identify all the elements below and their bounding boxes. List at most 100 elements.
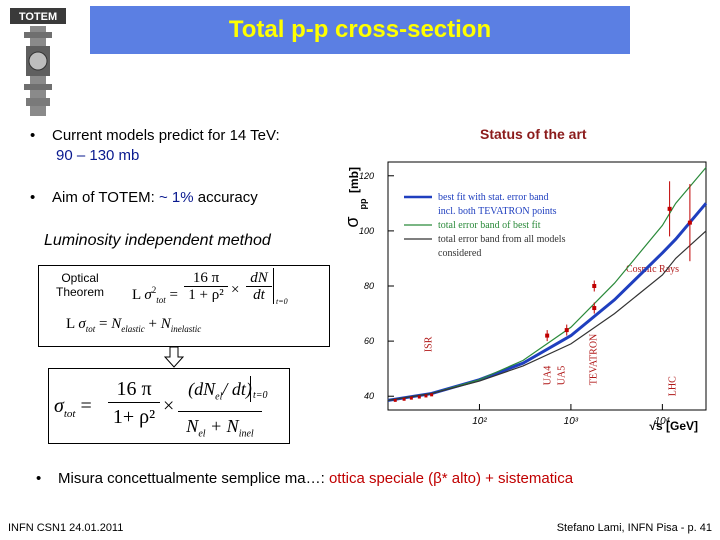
luminosity-label: Luminosity independent method	[44, 232, 271, 249]
big-formula-t0: t=0	[253, 390, 268, 401]
y-axis-unit: [mb]	[347, 167, 361, 193]
bullet-dot: •	[36, 470, 42, 487]
region-label: LHC	[668, 376, 679, 396]
formula2-N-inelastic: N	[160, 316, 171, 332]
y-tick-label: 100	[359, 226, 374, 236]
data-point	[592, 306, 597, 311]
legend-label: total error band from all models	[438, 234, 566, 245]
data-point	[564, 328, 569, 333]
legend-label: considered	[438, 248, 481, 259]
x-tick-label: 10⁴	[655, 416, 670, 427]
y-axis-label: σ	[342, 216, 362, 227]
big-formula-Nel: N	[186, 415, 199, 436]
bullet-aim: • Aim of TOTEM: ~ 1% accuracy	[30, 188, 258, 207]
series-line	[387, 230, 707, 401]
formula2-sub-tot: tot	[85, 324, 96, 334]
big-formula-dNel-sub: el	[215, 391, 223, 403]
formula-L: L	[132, 287, 141, 303]
bottom-bullet: • Misura concettualmente semplice ma…: ot…	[36, 470, 573, 487]
bottom-bullet-prefix: Misura concettualmente semplice ma…:	[58, 470, 329, 487]
formula2-sub-inelastic: inelastic	[170, 324, 202, 334]
region-label: UA4	[543, 366, 554, 385]
page-title: Total p-p cross-section	[228, 16, 492, 43]
footer-right: Stefano Lami, INFN Pisa - p. 41	[556, 522, 712, 534]
data-point	[393, 398, 397, 402]
data-point	[417, 395, 421, 399]
totem-logo-icon: TOTEM	[8, 6, 68, 122]
footer-left: INFN CSN1 24.01.2011	[8, 522, 124, 534]
plot-frame	[387, 161, 707, 411]
y-axis-label-sub: pp	[358, 198, 368, 209]
formula-times: ×	[231, 282, 240, 298]
data-point	[687, 220, 692, 225]
formula-dN: dN	[246, 270, 272, 287]
y-tick-label: 60	[364, 336, 374, 346]
formula-sigma-tot: σtot = 16 π 1+ ρ² × (dNel/ dt) Nel + Nin…	[52, 374, 288, 440]
bullet-current-models-value: 90 – 130 mb	[56, 147, 140, 164]
region-label: Cosmic Rays	[626, 264, 679, 275]
data-point	[409, 396, 413, 400]
region-label: TEVATRON	[588, 334, 599, 385]
formula-t0: t=0	[276, 297, 288, 306]
down-arrow-icon	[163, 346, 185, 373]
big-formula-sigma: σ	[54, 395, 64, 417]
formula2-sigma: σ	[78, 316, 86, 332]
big-formula-dNel: (dN	[188, 379, 216, 399]
legend-label: total error band of best fit	[438, 220, 541, 231]
formula2-sub-elastic: elastic	[121, 324, 145, 334]
data-point	[430, 393, 434, 397]
formula2-L: L	[66, 316, 75, 332]
bullet-aim-highlight: ~ 1%	[158, 189, 194, 206]
bullet-text: Current models predict for 14 TeV:	[52, 127, 280, 144]
formula2-plus: +	[148, 316, 157, 332]
data-point	[424, 394, 428, 398]
formula2-equals: =	[99, 316, 108, 332]
big-formula-Ninel-sub: inel	[238, 428, 254, 440]
big-formula-equals: =	[80, 395, 92, 417]
legend-label: best fit with stat. error band	[438, 192, 549, 203]
big-formula-sixteen-pi: 16 π	[108, 376, 160, 403]
formula-dt: dt	[253, 287, 265, 303]
bullet-dot: •	[30, 127, 36, 144]
logo-text: TOTEM	[19, 11, 57, 23]
x-tick-label: 10²	[472, 416, 487, 427]
bullet-current-models: • Current models predict for 14 TeV:	[30, 126, 280, 145]
bottom-bullet-highlight: ottica speciale (β* alto) + sistematica	[328, 470, 574, 487]
y-tick-label: 40	[364, 391, 374, 401]
legend-label: incl. both TEVATRON points	[438, 206, 557, 217]
status-label: Status of the art	[480, 126, 587, 142]
optical-theorem-line1: Optical	[61, 271, 99, 285]
y-tick-label: 120	[359, 171, 374, 181]
x-axis-label: √s [GeV]	[649, 419, 698, 433]
formula-total-rate: L σtot = Nelastic + Ninelastic	[66, 316, 201, 334]
bullet-aim-prefix: Aim of TOTEM:	[52, 189, 159, 206]
formula-one-plus-rho: 1 + ρ²	[188, 287, 224, 303]
big-formula-plus-N: + N	[210, 415, 239, 436]
data-point	[545, 333, 550, 338]
formula-sub-tot: tot	[156, 295, 166, 305]
title-banner: Total p-p cross-section	[90, 6, 630, 54]
cross-section-chart-svg: ISR UA4 UA5 TEVATRON LHC Cosmic Rays 40 60 80 10…	[342, 161, 708, 433]
big-formula-times: ×	[163, 395, 175, 417]
bullet-dot: •	[30, 189, 36, 206]
region-label: UA5	[556, 366, 567, 385]
y-tick-label: 80	[364, 281, 374, 291]
big-formula-Nel-sub: el	[198, 428, 206, 440]
cross-section-chart: ISR UA4 UA5 TEVATRON LHC Cosmic Rays 40 60 80 10…	[342, 140, 712, 440]
bullet-aim-suffix: accuracy	[193, 189, 258, 206]
x-tick-label: 10³	[564, 416, 579, 427]
optical-theorem-label: Optical Theorem	[56, 271, 104, 299]
big-formula-one-plus-rho: 1+ ρ²	[112, 406, 156, 428]
big-formula-dt: / dt)	[222, 379, 252, 399]
big-formula-sub-tot: tot	[63, 408, 76, 420]
formula2-N-elastic: N	[111, 316, 122, 332]
big-formula-box	[48, 368, 290, 444]
formula-sixteen-pi: 16 π	[184, 270, 228, 287]
data-point	[402, 397, 406, 401]
optical-theorem-box	[38, 265, 330, 347]
region-label: ISR	[424, 336, 435, 352]
data-point	[592, 284, 597, 288]
formula-sigma: σ	[144, 287, 152, 303]
optical-theorem-line2: Theorem	[56, 285, 105, 299]
data-point	[667, 206, 672, 211]
